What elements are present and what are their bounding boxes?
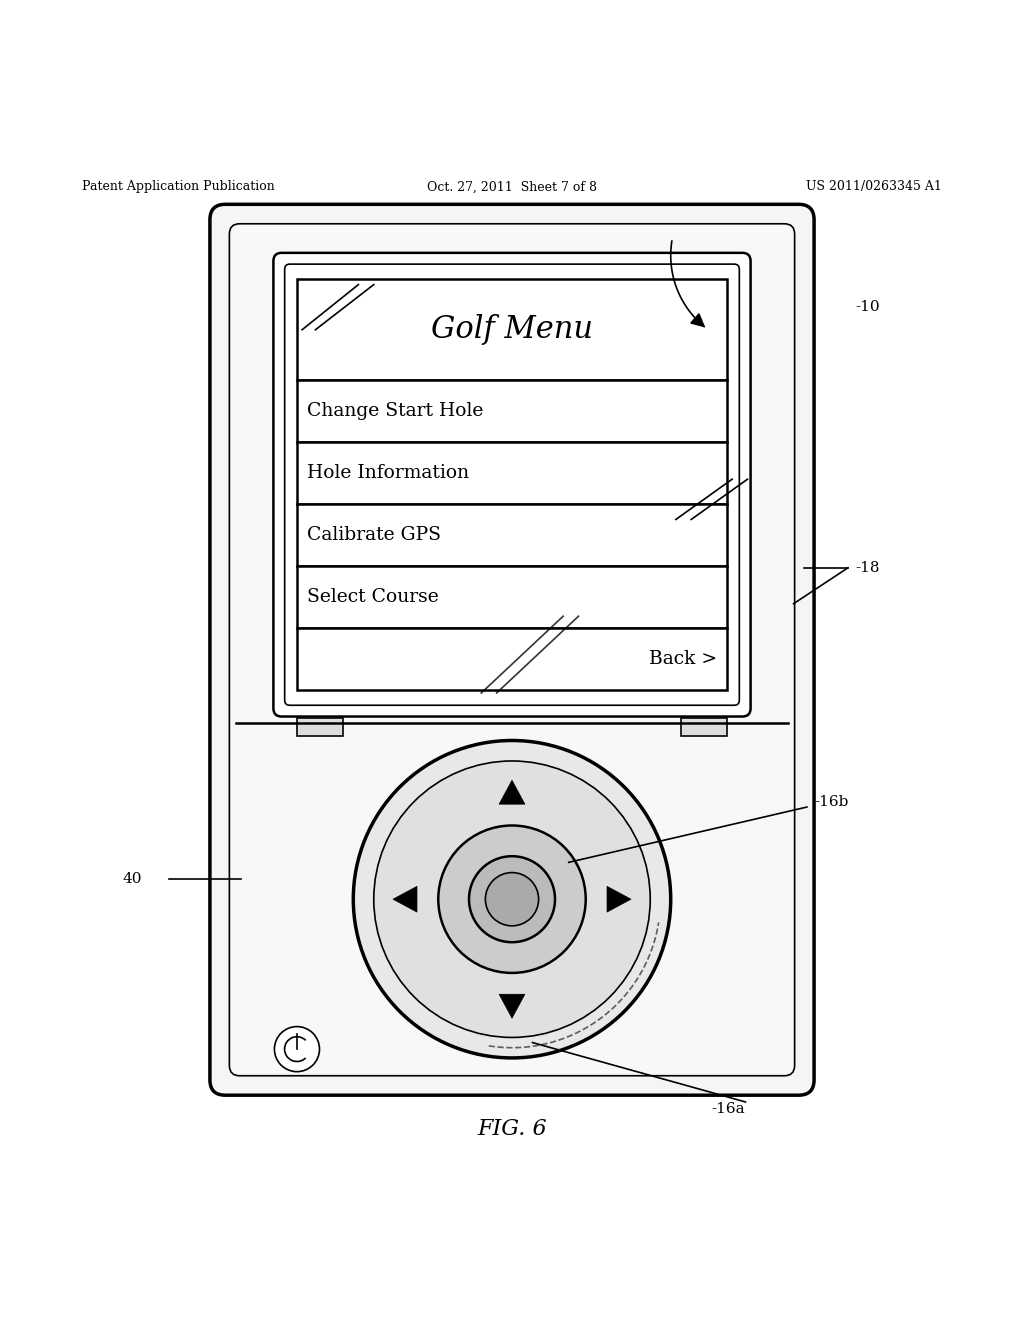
- Circle shape: [374, 760, 650, 1038]
- Bar: [297, 504, 727, 566]
- Text: -18: -18: [855, 561, 880, 574]
- Bar: [297, 628, 727, 690]
- Text: Calibrate GPS: Calibrate GPS: [307, 525, 441, 544]
- Text: US 2011/0263345 A1: US 2011/0263345 A1: [806, 181, 942, 194]
- Text: -16a: -16a: [712, 1102, 745, 1117]
- FancyBboxPatch shape: [285, 264, 739, 705]
- Text: Oct. 27, 2011  Sheet 7 of 8: Oct. 27, 2011 Sheet 7 of 8: [427, 181, 597, 194]
- FancyBboxPatch shape: [210, 205, 814, 1096]
- Text: FIG. 6: FIG. 6: [477, 1118, 547, 1140]
- Bar: [297, 380, 727, 442]
- Bar: [297, 280, 727, 380]
- FancyBboxPatch shape: [229, 224, 795, 1076]
- FancyBboxPatch shape: [273, 253, 751, 717]
- Polygon shape: [499, 780, 525, 804]
- Polygon shape: [499, 994, 525, 1018]
- Polygon shape: [691, 314, 705, 326]
- Text: -16b: -16b: [814, 795, 849, 809]
- Text: Select Course: Select Course: [307, 587, 439, 606]
- Bar: [297, 442, 727, 504]
- Text: Patent Application Publication: Patent Application Publication: [82, 181, 274, 194]
- Bar: [297, 566, 727, 628]
- Bar: [297, 718, 343, 737]
- Circle shape: [274, 1027, 319, 1072]
- Text: -10: -10: [855, 300, 880, 314]
- Circle shape: [438, 825, 586, 973]
- Bar: [681, 718, 727, 737]
- Text: Change Start Hole: Change Start Hole: [307, 403, 483, 420]
- Text: Back >: Back >: [648, 649, 717, 668]
- Polygon shape: [393, 886, 417, 912]
- Text: 40: 40: [123, 871, 142, 886]
- Text: Hole Information: Hole Information: [307, 465, 469, 482]
- Circle shape: [485, 873, 539, 925]
- Text: Golf Menu: Golf Menu: [431, 314, 593, 346]
- Polygon shape: [607, 886, 631, 912]
- Circle shape: [353, 741, 671, 1057]
- Circle shape: [469, 857, 555, 942]
